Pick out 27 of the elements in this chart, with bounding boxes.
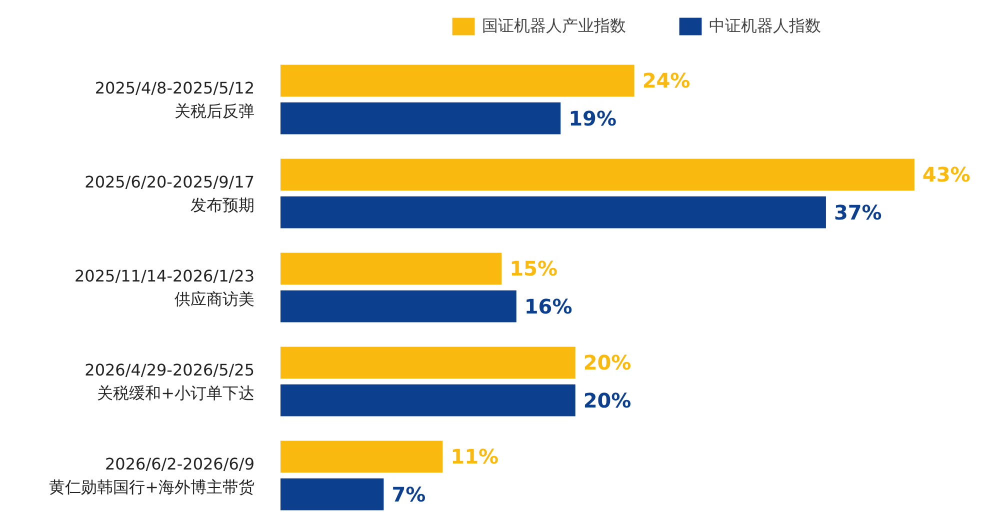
bar bbox=[280, 478, 384, 510]
bar bbox=[280, 158, 914, 191]
data-label: 11% bbox=[450, 444, 499, 469]
bar bbox=[280, 64, 634, 97]
bar bbox=[280, 440, 443, 473]
y-tick-label: 2025/11/14-2026/1/23 供应商访美 bbox=[74, 266, 254, 308]
y-tick-label: 2025/6/20-2025/9/17 发布预期 bbox=[84, 172, 255, 214]
y-tick-label: 2026/6/2-2026/6/9 黄仁勋韩国行+海外博主带货 bbox=[49, 454, 255, 496]
data-label: 15% bbox=[510, 256, 558, 281]
data-label: 20% bbox=[583, 388, 632, 412]
data-label: 20% bbox=[583, 350, 632, 375]
bar bbox=[280, 102, 561, 134]
bar bbox=[280, 252, 502, 285]
bar bbox=[280, 384, 576, 416]
data-label: 37% bbox=[834, 200, 882, 224]
legend-label: 中证机器人指数 bbox=[709, 16, 821, 36]
bar bbox=[280, 290, 516, 322]
data-label: 24% bbox=[642, 68, 690, 93]
y-tick-label: 2025/4/8-2025/5/12 关税后反弹 bbox=[94, 78, 254, 120]
y-tick-label: 2026/4/29-2026/5/25 关税缓和+小订单下达 bbox=[84, 360, 255, 402]
data-label: 43% bbox=[922, 162, 970, 187]
data-label: 16% bbox=[524, 294, 572, 318]
data-label: 19% bbox=[568, 106, 616, 130]
legend-label: 国证机器人产业指数 bbox=[482, 16, 626, 36]
data-label: 7% bbox=[392, 482, 426, 506]
bar bbox=[280, 346, 576, 379]
bar bbox=[280, 196, 826, 228]
